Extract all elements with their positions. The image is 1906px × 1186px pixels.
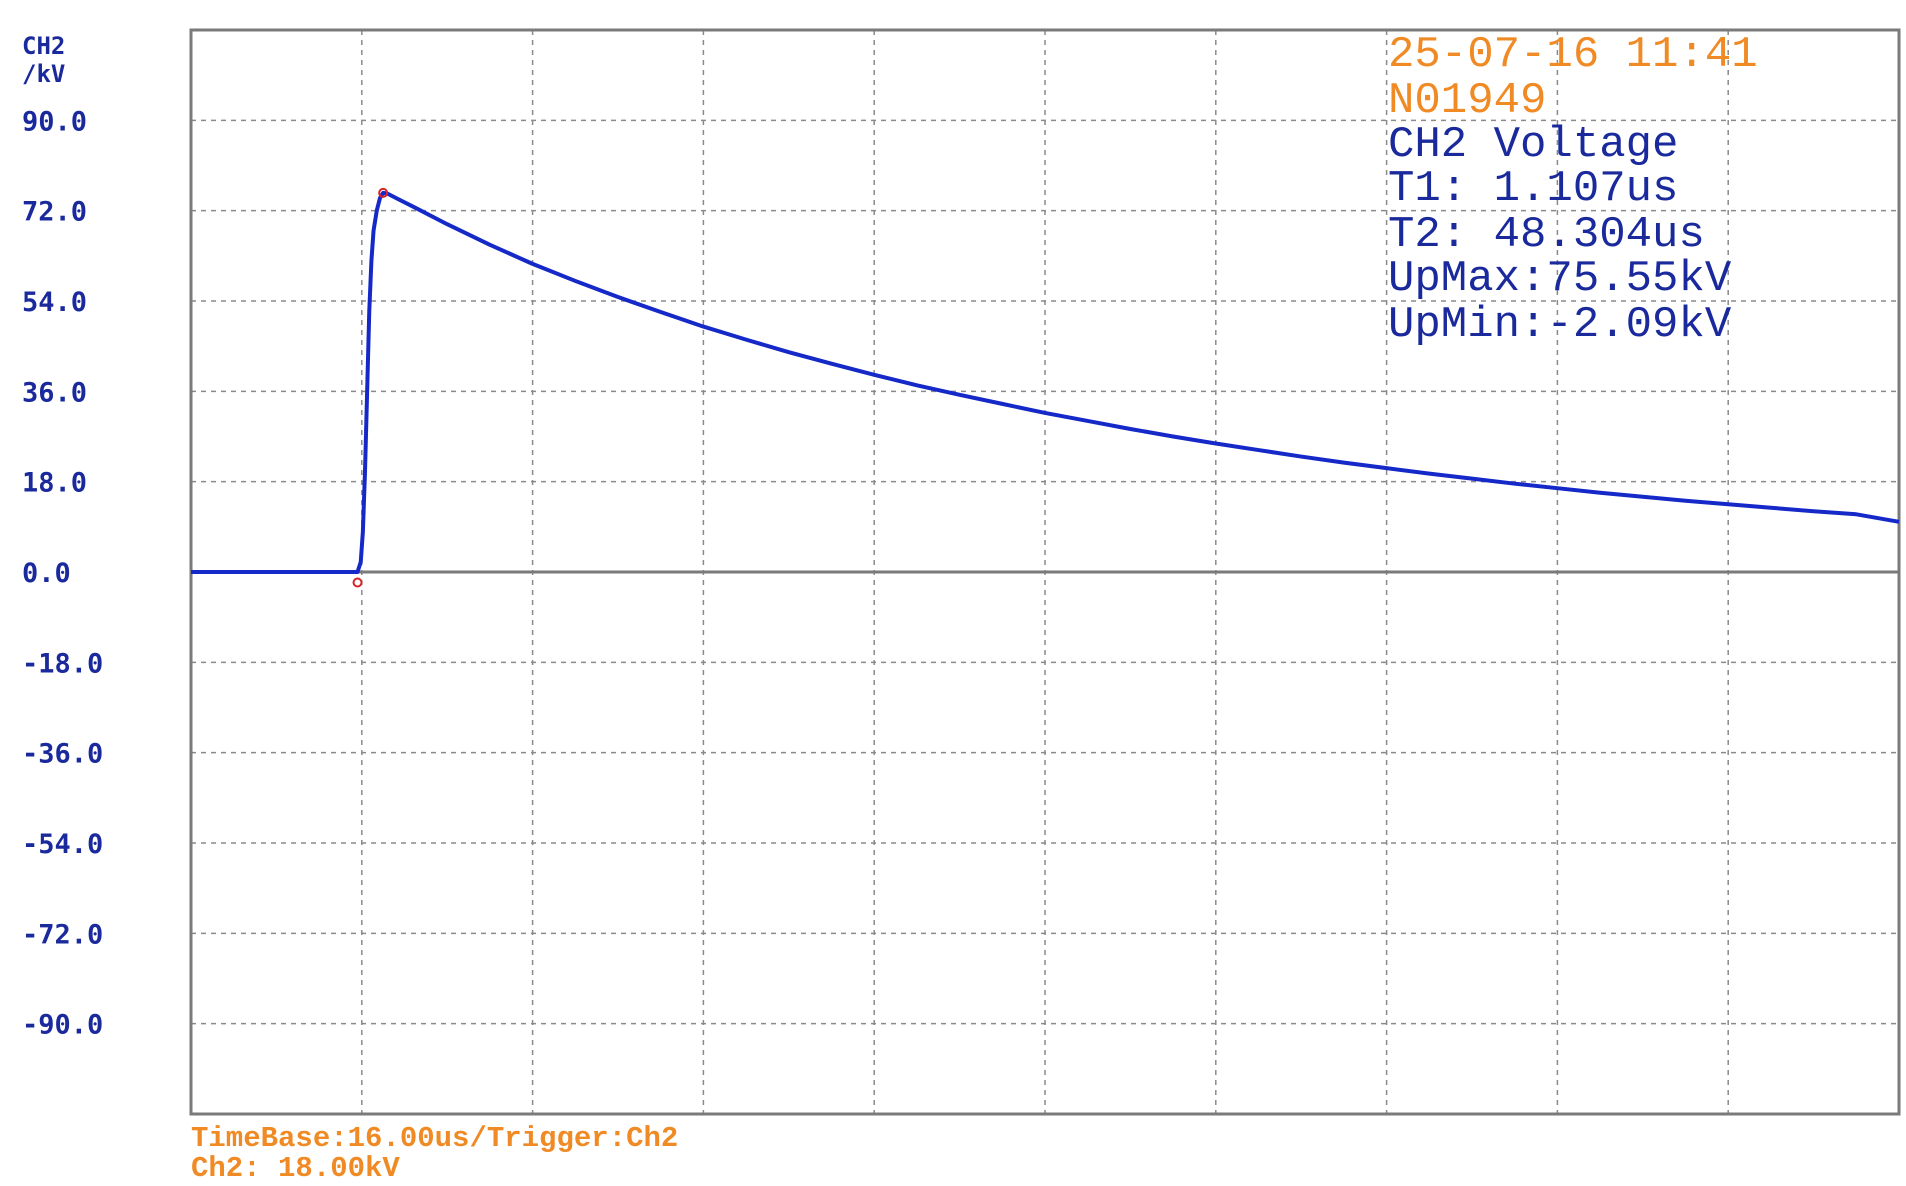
- info-panel: 25-07-16 11:41 N01949 CH2 Voltage T1: 1.…: [1388, 30, 1758, 350]
- upmin-readout: UpMin:-2.09kV: [1388, 300, 1732, 350]
- y-tick-label: -54.0: [22, 829, 103, 860]
- y-tick-label: -72.0: [22, 919, 103, 950]
- y-tick-label: -90.0: [22, 1010, 103, 1041]
- y-tick-label: 0.0: [22, 558, 71, 589]
- channel-label: CH2: [22, 32, 65, 60]
- unit-label: /kV: [22, 60, 65, 88]
- markers: [352, 187, 389, 588]
- y-tick-label: -36.0: [22, 739, 103, 770]
- y-tick-label: 36.0: [22, 377, 87, 408]
- y-tick-label: -18.0: [22, 648, 103, 679]
- ch2-voltage-trace: [191, 190, 1900, 574]
- y-tick-label: 90.0: [22, 106, 87, 137]
- y-tick-label: 72.0: [22, 197, 87, 228]
- y-tick-label: 54.0: [22, 287, 87, 318]
- measurement-marker: [378, 187, 389, 198]
- measurement-marker: [352, 577, 363, 588]
- grid: [191, 30, 1899, 1114]
- y-tick-labels: 90.0 72.0 54.0 36.0 18.0 0.0 -18.0 -36.0 -54.0 -7…: [22, 106, 103, 1040]
- datetime-label: 25-07-16 11:41: [1388, 30, 1758, 80]
- channel-scale-label: Ch2: 18.00kV: [191, 1152, 400, 1185]
- t2-readout: T2: 48.304us: [1388, 210, 1705, 260]
- record-number: N01949: [1388, 76, 1546, 126]
- y-tick-label: 18.0: [22, 468, 87, 499]
- measurement-title: CH2 Voltage: [1388, 120, 1678, 170]
- t1-readout: T1: 1.107us: [1388, 164, 1678, 214]
- timebase-label: TimeBase:16.00us/Trigger:Ch2: [191, 1122, 678, 1155]
- upmax-readout: UpMax:75.55kV: [1388, 254, 1732, 304]
